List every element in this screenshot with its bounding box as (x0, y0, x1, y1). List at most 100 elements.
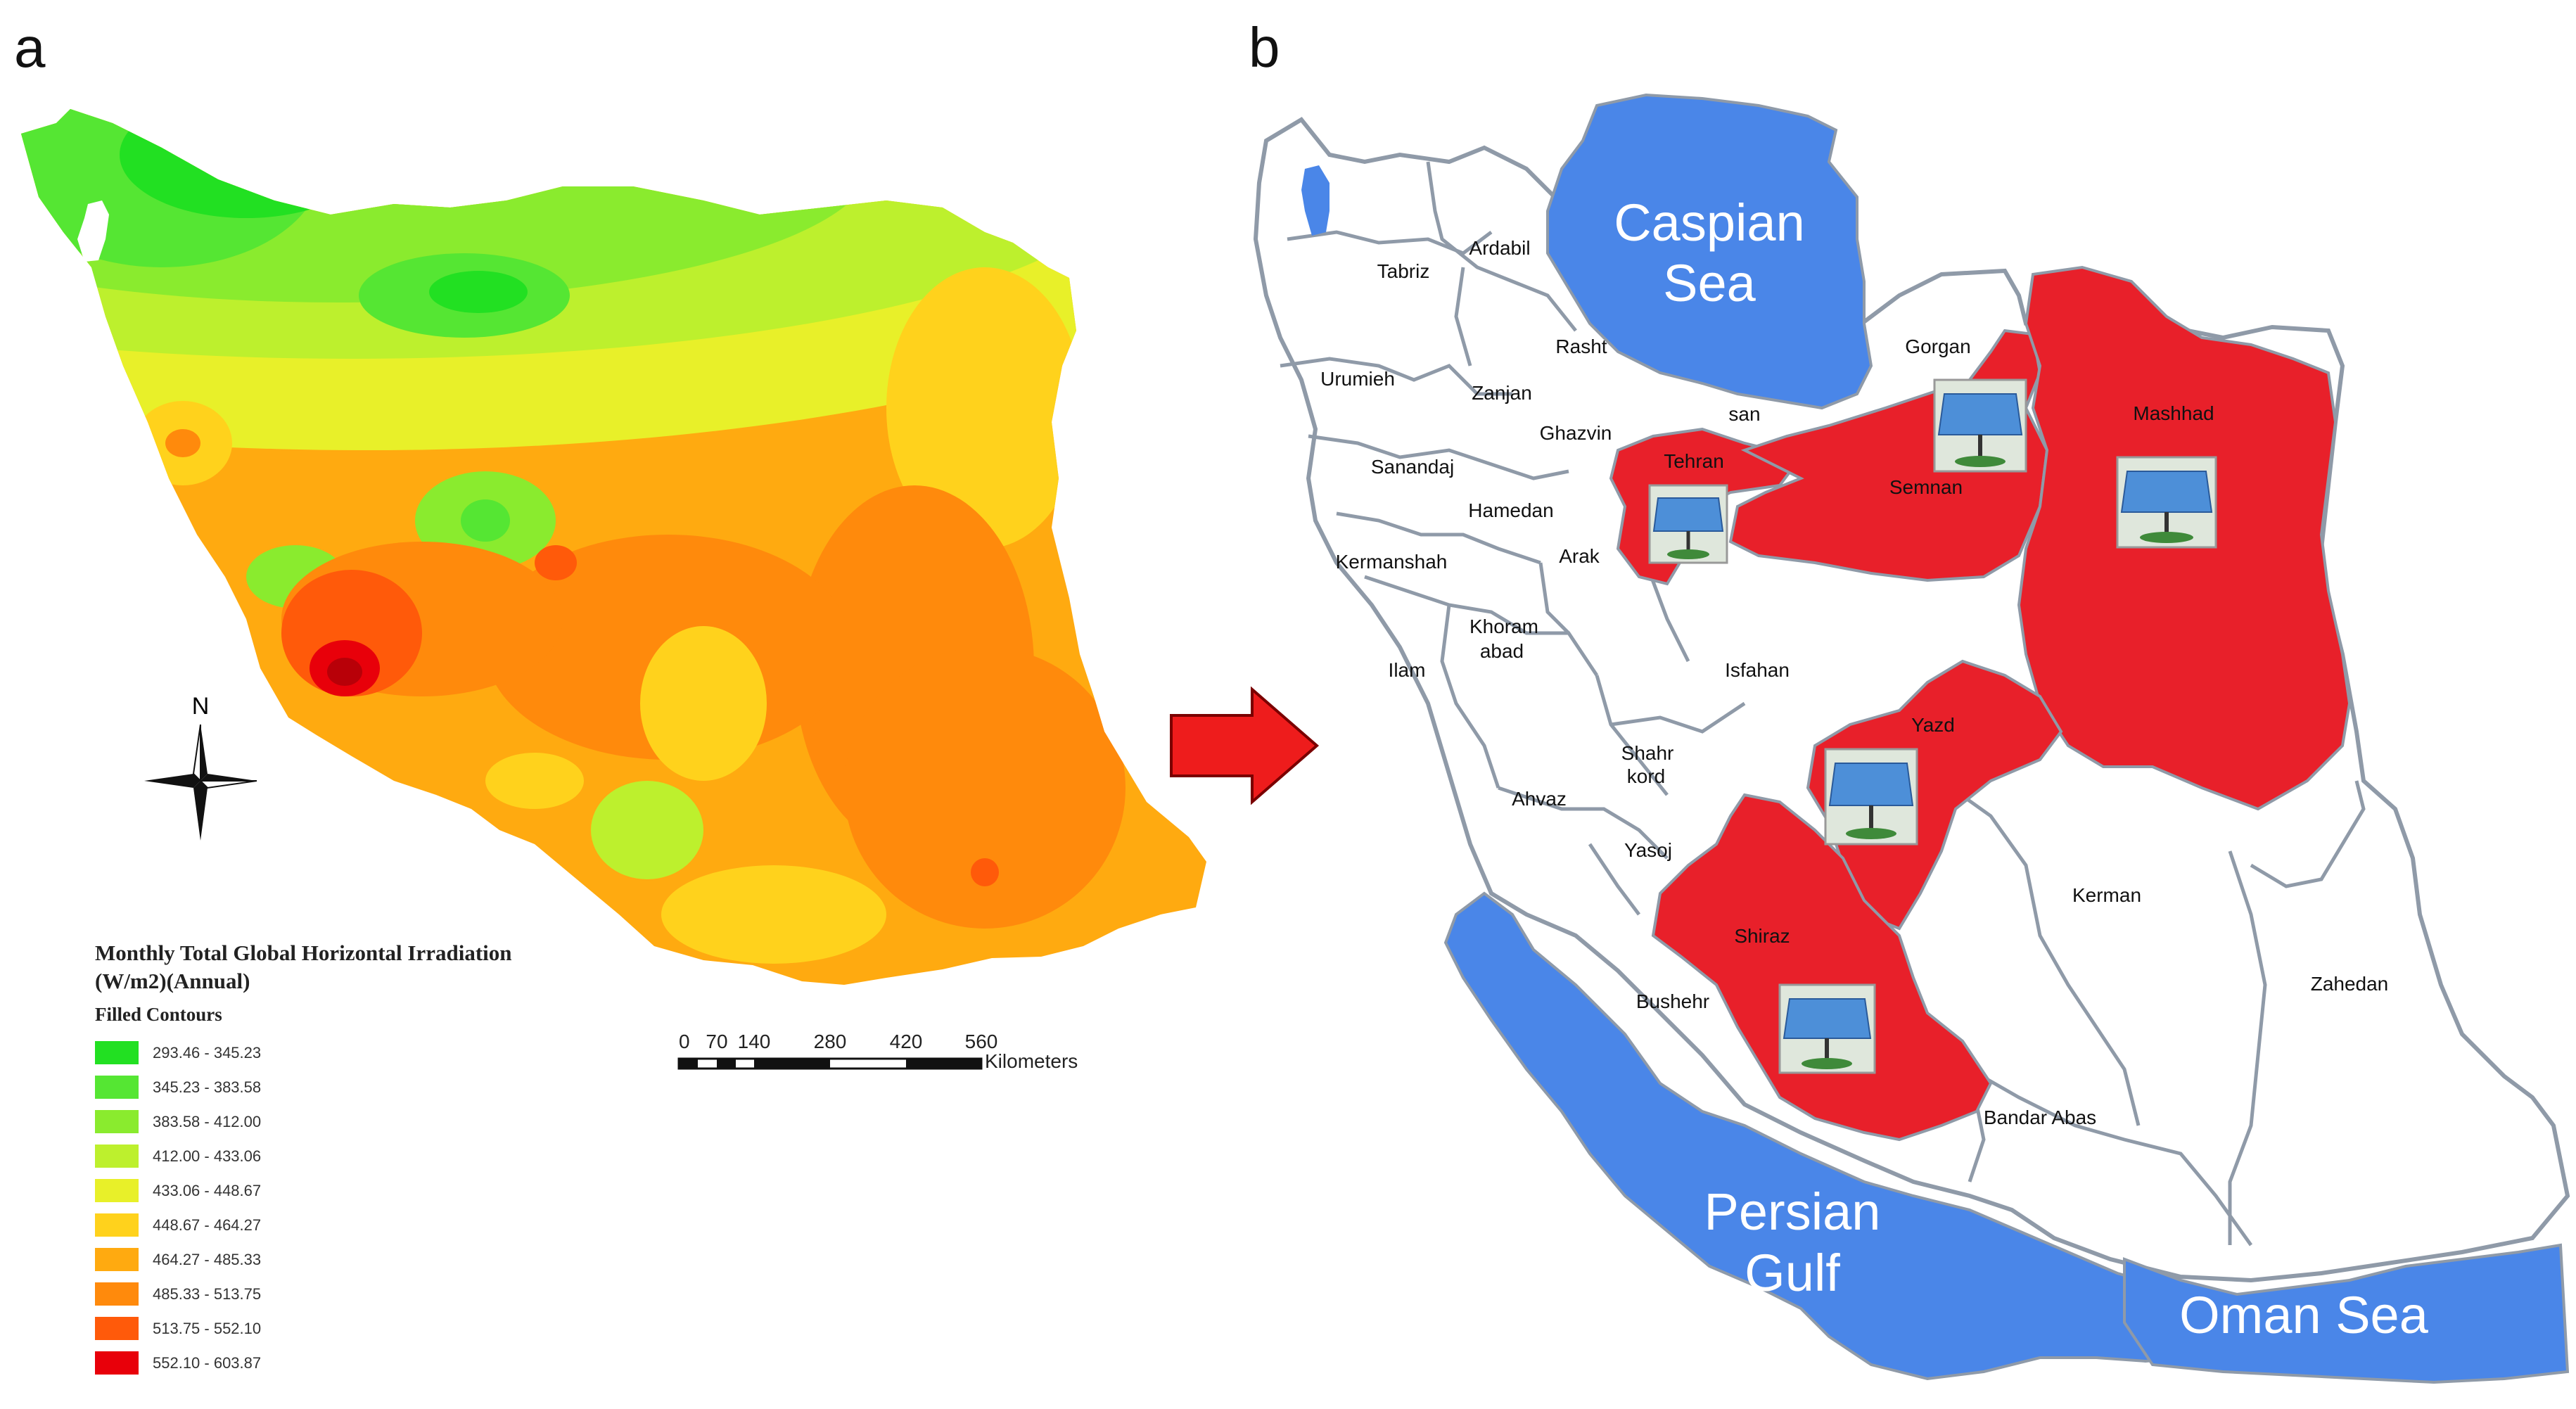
legend-row: 464.27 - 485.33 (95, 1242, 630, 1277)
city-urumieh: Urumieh (1320, 368, 1395, 390)
lake-urmia (77, 200, 109, 262)
legend-swatch (95, 1248, 139, 1271)
legend-range: 513.75 - 552.10 (153, 1319, 262, 1337)
solar-panel-icons (1648, 378, 2217, 1074)
irradiation-legend: Monthly Total Global Horizontal Irradiat… (95, 939, 630, 1380)
legend-swatch (95, 1041, 139, 1064)
city-semnan: Semnan (1889, 476, 1963, 498)
legend-row: 448.67 - 464.27 (95, 1208, 630, 1242)
solar-panel-icon (1933, 378, 2027, 473)
legend-swatch (95, 1179, 139, 1202)
legend-swatch (95, 1145, 139, 1168)
contour-fill (21, 109, 1206, 985)
panel-b-label: b (1249, 16, 1280, 79)
legend-range: 383.58 - 412.00 (153, 1112, 262, 1130)
city-bushehr: Bushehr (1636, 990, 1709, 1012)
panel-a-label: a (14, 16, 46, 79)
legend-title-line2: (W/m2)(Annual) (95, 969, 250, 993)
legend-title-line1: Monthly Total Global Horizontal Irradiat… (95, 941, 512, 965)
province-map: Caspian Sea Persian Gulf Oman Sea (1253, 93, 2570, 1384)
scale-tick-label: 0 (679, 1031, 690, 1052)
city-gorgan: Gorgan (1905, 336, 1970, 357)
legend-rows: 293.46 - 345.23 345.23 - 383.58 383.58 - 4… (95, 1035, 630, 1380)
solar-panel-icon (1648, 484, 1728, 564)
city-zahedan: Zahedan (2311, 973, 2389, 995)
city-semnan-fragment: san (1728, 403, 1760, 425)
legend-swatch (95, 1317, 139, 1340)
legend-range: 552.10 - 603.87 (153, 1353, 262, 1372)
city-sanandaj: Sanandaj (1371, 456, 1454, 478)
city-tehran: Tehran (1664, 450, 1724, 472)
city-khoramabad-1: Khoram (1469, 616, 1538, 637)
legend-row: 293.46 - 345.23 (95, 1035, 630, 1070)
legend-range: 448.67 - 464.27 (153, 1216, 262, 1234)
legend-range: 485.33 - 513.75 (153, 1284, 262, 1303)
scale-tick-label: 70 (706, 1031, 727, 1052)
legend-range: 345.23 - 383.58 (153, 1078, 262, 1096)
scale-unit: Kilometers (985, 1050, 1078, 1072)
scale-ticks: 0 70 140 280 420 560 (679, 1031, 997, 1052)
scale-bar: 0 70 140 280 420 560 Kilometers (677, 1031, 1078, 1072)
caspian-label-2: Sea (1663, 254, 1756, 312)
solar-panel-icon (1778, 983, 1876, 1074)
lake-urmia-b (1301, 165, 1330, 236)
city-shahrekord-2: kord (1627, 765, 1665, 787)
legend-range: 293.46 - 345.23 (153, 1043, 262, 1061)
city-khoramabad-2: abad (1480, 640, 1524, 662)
oman-label: Oman Sea (2179, 1286, 2429, 1344)
legend-range: 433.06 - 448.67 (153, 1181, 262, 1199)
north-arrow-icon: N (144, 693, 257, 841)
city-ahvaz: Ahvaz (1512, 788, 1567, 810)
city-hamedan: Hamedan (1468, 499, 1553, 521)
city-rasht: Rasht (1555, 336, 1607, 357)
city-yasoj: Yasoj (1624, 839, 1672, 861)
city-arak: Arak (1559, 545, 1600, 567)
city-zanjan: Zanjan (1472, 382, 1532, 404)
legend-swatch (95, 1076, 139, 1099)
legend-row: 412.00 - 433.06 (95, 1139, 630, 1173)
scale-tick-label: 420 (890, 1031, 923, 1052)
city-isfahan: Isfahan (1725, 659, 1790, 681)
city-ilam: Ilam (1389, 659, 1426, 681)
transition-arrow (1170, 686, 1320, 805)
city-yazd: Yazd (1911, 714, 1955, 736)
oman-sea (2123, 1243, 2570, 1384)
city-ghazvin: Ghazvin (1540, 422, 1612, 444)
caspian-label-1: Caspian (1614, 193, 1805, 252)
scale-tick-label: 560 (965, 1031, 998, 1052)
solar-panel-icon (1824, 748, 1918, 846)
persian-label-2: Gulf (1745, 1244, 1840, 1302)
legend-row: 485.33 - 513.75 (95, 1277, 630, 1311)
irradiation-map (21, 109, 1206, 985)
legend-swatch (95, 1213, 139, 1237)
north-label: N (192, 693, 210, 720)
scale-tick-label: 140 (738, 1031, 771, 1052)
solar-panel-icon (2116, 456, 2217, 549)
legend-row: 513.75 - 552.10 (95, 1311, 630, 1346)
legend-swatch (95, 1110, 139, 1133)
legend-row: 345.23 - 383.58 (95, 1070, 630, 1104)
province-shiraz (1651, 793, 1993, 1142)
province-yazd (1806, 659, 2063, 931)
city-kermanshah: Kermanshah (1336, 551, 1448, 573)
legend-swatch (95, 1282, 139, 1306)
legend-range: 412.00 - 433.06 (153, 1147, 262, 1165)
legend-swatch (95, 1351, 139, 1375)
city-kerman: Kerman (2072, 884, 2141, 906)
persian-label-1: Persian (1704, 1182, 1881, 1241)
caspian-sea (1546, 93, 1873, 410)
legend-subtitle: Filled Contours (95, 1004, 222, 1025)
sea-labels: Caspian Sea Persian Gulf Oman Sea (1614, 193, 2428, 1344)
legend-range: 464.27 - 485.33 (153, 1250, 262, 1268)
city-labels: Tabriz Ardabil Rasht Gorgan Urumieh Zanj… (1320, 237, 2388, 1128)
legend-row: 552.10 - 603.87 (95, 1346, 630, 1380)
city-bandar-abas: Bandar Abas (1984, 1107, 2096, 1128)
city-mashhad: Mashhad (2133, 402, 2214, 424)
legend-row: 433.06 - 448.67 (95, 1173, 630, 1208)
city-ardabil: Ardabil (1469, 237, 1530, 259)
scale-tick-label: 280 (814, 1031, 847, 1052)
city-shahrekord-1: Shahr (1621, 742, 1674, 764)
city-shiraz: Shiraz (1734, 925, 1790, 947)
legend-row: 383.58 - 412.00 (95, 1104, 630, 1139)
city-tabriz: Tabriz (1377, 260, 1430, 282)
